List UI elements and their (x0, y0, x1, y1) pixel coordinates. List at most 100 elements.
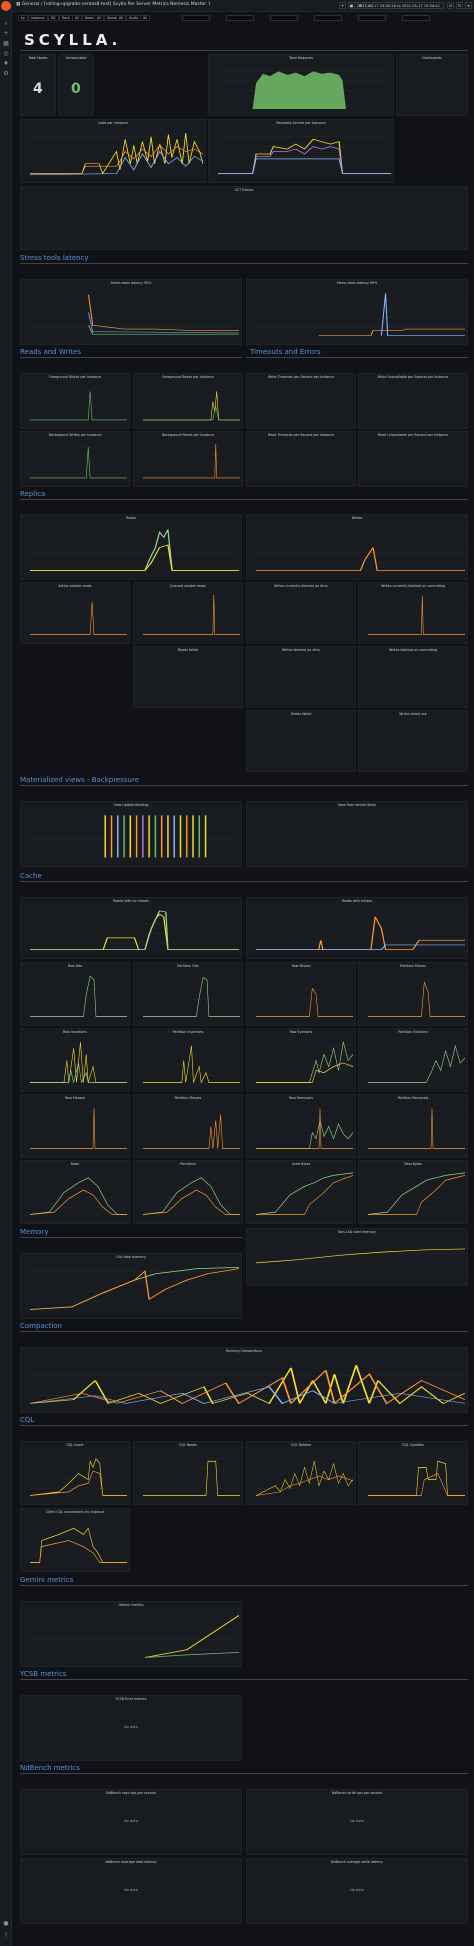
share-icon[interactable]: ⇪ (207, 2, 212, 7)
grafana-logo-icon[interactable] (1, 1, 11, 11)
panel-active-sstable-reads[interactable]: Active sstable reads (20, 582, 130, 644)
time-range-picker[interactable]: 2021-05-17 16:40:26 to 2021-05-17 19:54:… (353, 2, 444, 9)
chevron-down-icon[interactable]: ▾ (465, 2, 472, 9)
search-icon[interactable]: ⌕ (4, 20, 8, 27)
panel-total-bytes[interactable]: Total Bytes (358, 1160, 468, 1224)
panel-partitions[interactable]: Partitions (133, 1160, 243, 1224)
panel-writes-failed[interactable]: Writes failed (246, 710, 356, 772)
add-panel-icon[interactable]: + (339, 2, 346, 9)
refresh-icon[interactable]: ↻ (456, 2, 463, 9)
row-ndbench[interactable]: NdBench metrics (20, 1764, 80, 1772)
panel-read-timeouts[interactable]: Read Timeouts per Second per Instance (246, 431, 356, 487)
panel-writes-blocked-on-dirty[interactable]: Writes blocked on dirty (246, 646, 356, 708)
panel-requests-served[interactable]: Requests Served per Instance (208, 119, 394, 183)
panel-row-removals[interactable]: Row Removals (246, 1094, 356, 1158)
panel-dashboards[interactable]: Dashboards (396, 54, 468, 116)
panel-write-timeouts[interactable]: Write Timeouts per Second per Instance (246, 373, 356, 429)
panel-cql-insert[interactable]: CQL Insert (20, 1441, 130, 1505)
dashboard-link[interactable] (226, 15, 254, 21)
panel-reads-no-misses[interactable]: Reads with no misses (20, 897, 242, 959)
panel-reads-with-misses[interactable]: Reads with misses (246, 897, 468, 959)
panel-row-hits[interactable]: Row Hits (20, 962, 130, 1026)
panel-nd-read-ops[interactable]: NdBench read ops per second No data (20, 1789, 242, 1855)
explore-icon[interactable]: ◎ (3, 50, 9, 57)
row-replica[interactable]: Replica (20, 490, 46, 498)
panel-partition-hits[interactable]: Partition Hits (133, 962, 243, 1026)
panel-gemini-metrics[interactable]: Gemini metrics (20, 1601, 242, 1667)
panel-nd-write-latency[interactable]: NdBench average write latency No data (246, 1858, 468, 1924)
panel-client-cql[interactable]: Client CQL connections by instance (20, 1508, 130, 1572)
panel-row-evictions[interactable]: Row Evictions (246, 1028, 356, 1092)
panel-used-bytes[interactable]: Used Bytes (246, 1160, 356, 1224)
panel-lsa-memory[interactable]: LSA total memory (20, 1253, 242, 1319)
zoom-out-icon[interactable]: ⊖ (447, 2, 454, 9)
row-ycsb[interactable]: YCSB metrics (20, 1670, 67, 1678)
dashboard-link[interactable] (270, 15, 298, 21)
dashboard-link[interactable] (402, 15, 430, 21)
var-shard-select[interactable]: All (116, 15, 126, 21)
panel-bg-reads[interactable]: Background Reads per Instance (133, 431, 243, 487)
panel-partition-removals[interactable]: Partition Removals (358, 1094, 468, 1158)
panel-reads-failed[interactable]: Reads failed (133, 646, 243, 708)
panel-cql-deletes[interactable]: CQL Deletes (246, 1441, 356, 1505)
dashboard-title[interactable]: [rolling-upgrade-centos8-test] Scylla Pe… (43, 2, 207, 7)
dashboard-link[interactable] (358, 15, 386, 21)
avatar[interactable]: ● (3, 1920, 9, 1927)
panel-writes-blocked-commitlog[interactable]: Writes currently blocked on commitlog (358, 582, 468, 644)
panel-reads[interactable]: Reads (20, 514, 242, 580)
panel-ycsb-errors[interactable]: YCSB Error metrics No data (20, 1695, 242, 1761)
panel-view-update-backlog[interactable]: View Update Backlog (20, 801, 242, 867)
var-scylla-select[interactable]: All (140, 15, 150, 21)
panel-cql-reads[interactable]: CQL Reads (133, 1441, 243, 1505)
row-reads-writes[interactable]: Reads and Writes (20, 348, 81, 356)
row-memory[interactable]: Memory (20, 1228, 49, 1236)
panel-read-unavailable[interactable]: Read Unavailable per Second per Instance (358, 431, 468, 487)
help-icon[interactable]: ? (4, 1932, 8, 1939)
panel-row-misses[interactable]: Row Misses (246, 962, 356, 1026)
gear-icon[interactable]: ⚙ (3, 70, 9, 77)
panel-total-nodes[interactable]: Total Nodes 4 (20, 54, 56, 116)
row-cql[interactable]: CQL (20, 1416, 35, 1424)
panel-fg-writes[interactable]: Foreground Writes per Instance (20, 373, 130, 429)
row-stress-tools-latency[interactable]: Stress tools latency (20, 254, 89, 262)
dashboard-link[interactable] (314, 15, 342, 21)
var-rack-select[interactable]: All (72, 15, 82, 21)
alert-icon[interactable]: ♦ (3, 60, 9, 67)
panel-partition-evictions[interactable]: Partition Evictions (358, 1028, 468, 1092)
panel-partition-merges[interactable]: Partition Merges (133, 1094, 243, 1158)
panel-partition-insertions[interactable]: Partition Insertions (133, 1028, 243, 1092)
row-compaction[interactable]: Compaction (20, 1322, 62, 1330)
panel-load[interactable]: Load per Instance (20, 119, 206, 183)
panel-write-unavailable[interactable]: Write Unavailable per Second per Instanc… (358, 373, 468, 429)
dashboard-link[interactable] (182, 15, 210, 21)
panel-row-insertions[interactable]: Row Insertions (20, 1028, 130, 1092)
panel-nd-read-latency[interactable]: NdBench average read latency No data (20, 1858, 242, 1924)
panel-total-requests[interactable]: Total Requests (208, 54, 394, 116)
panel-bg-writes[interactable]: Background Writes per Instance (20, 431, 130, 487)
panel-fg-reads[interactable]: Foreground Reads per Instance (133, 373, 243, 429)
panel-rows[interactable]: Rows (20, 1160, 130, 1224)
dashboards-icon[interactable]: ▦ (3, 40, 9, 47)
row-cache[interactable]: Cache (20, 872, 42, 880)
panel-writes[interactable]: Writes (246, 514, 468, 580)
panel-sct-events[interactable]: SCT Events (20, 186, 468, 250)
var-node-select[interactable]: All (94, 15, 104, 21)
panel-partition-misses[interactable]: Partition Misses (358, 962, 468, 1026)
plus-icon[interactable]: + (3, 30, 9, 37)
panel-stress-p99[interactable]: Stress tools latency 99% (246, 279, 468, 345)
panel-unreachable[interactable]: Unreachable 0 (58, 54, 94, 116)
breadcrumb-folder[interactable]: General (21, 2, 40, 7)
panel-queued-sstable-reads[interactable]: Queued sstable reads (133, 582, 243, 644)
row-gemini[interactable]: Gemini metrics (20, 1576, 74, 1584)
var-by-select[interactable]: Instance (28, 15, 48, 21)
panel-nd-write-ops[interactable]: NdBench write ops per second No data (246, 1789, 468, 1855)
row-timeouts[interactable]: Timeouts and Errors (250, 348, 321, 356)
panel-stress-p95[interactable]: Stress tools latency 95% (20, 279, 242, 345)
panel-writes-timed-out[interactable]: Writes timed out (358, 710, 468, 772)
panel-writes-blocked-dirty[interactable]: Writes currently blocked on dirty (246, 582, 356, 644)
panel-view-flow-control[interactable]: View flow control delay (246, 801, 468, 867)
panel-cql-updates[interactable]: CQL Updates (358, 1441, 468, 1505)
panel-row-merges[interactable]: Row Merges (20, 1094, 130, 1158)
panel-writes-blocked-on-commitlog[interactable]: Writes blocked on commitlog (358, 646, 468, 708)
row-materialized-views[interactable]: Materialized views - Backpressure (20, 776, 140, 784)
